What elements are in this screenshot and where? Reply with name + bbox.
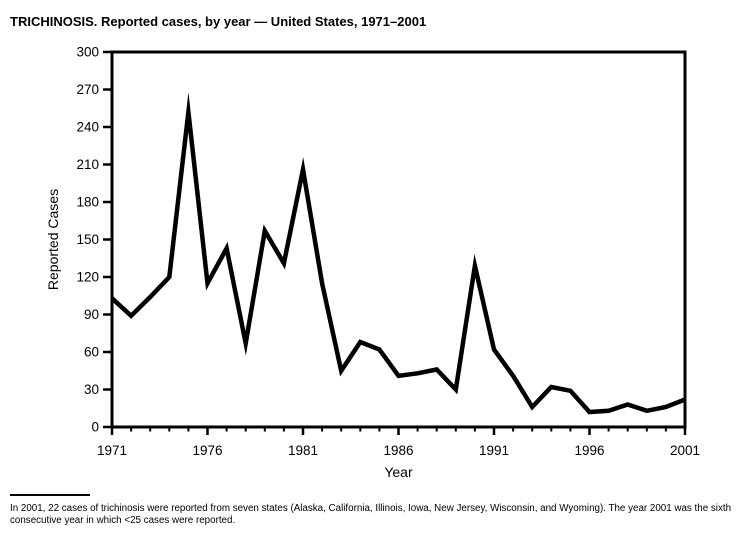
plot-area: 0 30 60 90 120 150 180 210 240 270 300 1971 1976 1981… — [76, 45, 700, 458]
plot-frame — [110, 50, 687, 429]
x-tick-label: 1976 — [192, 443, 222, 458]
y-tick-label: 210 — [76, 157, 99, 172]
y-tick-label: 300 — [76, 45, 99, 60]
y-tick-label: 150 — [76, 232, 99, 247]
y-tick-label: 30 — [84, 382, 99, 397]
y-tick-label: 0 — [91, 420, 99, 435]
x-axis-label: Year — [384, 464, 413, 480]
y-tick-label: 180 — [76, 195, 99, 210]
y-axis-label: Reported Cases — [45, 189, 61, 290]
y-tick-label: 270 — [76, 82, 99, 97]
x-tick-label: 1991 — [479, 443, 509, 458]
x-tick-label: 2001 — [670, 443, 700, 458]
y-tick-label: 240 — [76, 120, 99, 135]
x-tick-label: 1981 — [288, 443, 318, 458]
y-tick-label: 120 — [76, 270, 99, 285]
x-tick-label: 1986 — [383, 443, 413, 458]
footnote-divider — [10, 494, 90, 496]
data-line — [110, 92, 686, 415]
y-tick-label: 60 — [84, 345, 99, 360]
footnote: In 2001, 22 cases of trichinosis were re… — [10, 503, 732, 526]
y-tick-label: 90 — [84, 307, 99, 322]
chart-title: TRICHINOSIS. Reported cases, by year — U… — [10, 14, 427, 29]
x-tick-label: 1971 — [97, 443, 127, 458]
x-tick-label: 1996 — [574, 443, 604, 458]
